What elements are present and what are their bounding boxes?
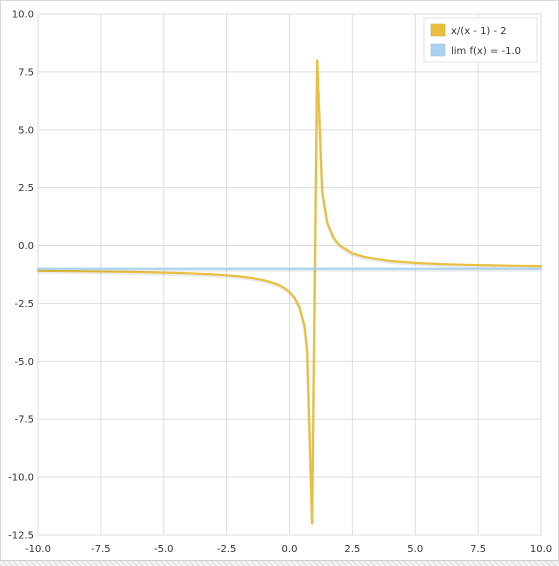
legend-label-series-2: lim f(x) = -1.0 bbox=[451, 46, 521, 57]
x-tick-label: 5.0 bbox=[407, 544, 423, 555]
legend-swatch-series-1 bbox=[430, 23, 446, 37]
x-tick-label: 0.0 bbox=[282, 544, 298, 555]
y-tick-label: -2.5 bbox=[14, 299, 34, 310]
series-line-1 bbox=[36, 59, 543, 525]
legend-swatch-series-2 bbox=[430, 43, 446, 57]
tick-labels: -10.0 -7.5 -5.0 -2.5 0.0 2.5 5.0 7.5 10.0 10.0 7.5… bbox=[8, 10, 552, 556]
y-tick-label: 7.5 bbox=[18, 67, 34, 78]
y-tick-label: 5.0 bbox=[18, 125, 34, 136]
x-tick-label: 10.0 bbox=[530, 544, 552, 555]
legend: x/(x - 1) - 2 lim f(x) = -1.0 bbox=[423, 17, 538, 63]
y-tick-label: -5.0 bbox=[14, 357, 34, 368]
y-tick-label: -10.0 bbox=[8, 473, 34, 484]
x-tick-label: 7.5 bbox=[470, 544, 486, 555]
y-tick-label: -12.5 bbox=[8, 531, 34, 542]
y-tick-label: -7.5 bbox=[14, 415, 34, 426]
x-tick-label: -7.5 bbox=[91, 544, 111, 555]
legend-label-series-1: x/(x - 1) - 2 bbox=[451, 26, 507, 37]
y-tick-label: 0.0 bbox=[18, 241, 34, 252]
x-tick-label: -2.5 bbox=[217, 544, 237, 555]
y-tick-label: 10.0 bbox=[12, 10, 34, 21]
x-tick-label: 2.5 bbox=[344, 544, 360, 555]
series-lines bbox=[36, 59, 543, 525]
grid bbox=[37, 13, 542, 536]
y-tick-label: 2.5 bbox=[18, 183, 34, 194]
x-tick-label: -10.0 bbox=[25, 544, 51, 555]
bottom-scroll-strip bbox=[0, 560, 559, 566]
x-tick-label: -5.0 bbox=[154, 544, 174, 555]
